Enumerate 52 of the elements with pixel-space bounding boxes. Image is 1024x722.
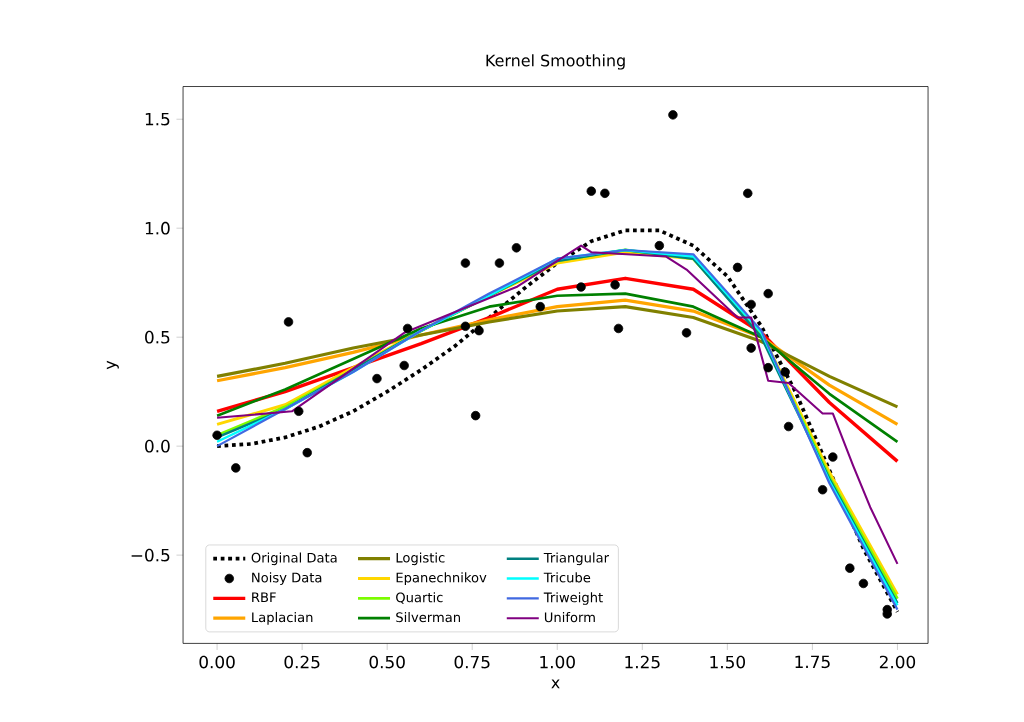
- point: [610, 279, 620, 290]
- point: [212, 430, 222, 440]
- point: [372, 373, 382, 384]
- point: [817, 484, 828, 495]
- y-tick-label: −0.5: [131, 548, 170, 562]
- x-tick-label: 0.75: [454, 655, 490, 669]
- x-tick-label: 1.75: [795, 655, 830, 669]
- point: [780, 367, 790, 377]
- point: [586, 186, 596, 196]
- point: [294, 406, 304, 416]
- y-tick-label: 0.0: [145, 439, 170, 453]
- point: [494, 258, 505, 268]
- point: [763, 362, 773, 373]
- point: [470, 410, 481, 421]
- y-tick-label: 1.5: [145, 112, 170, 126]
- x-tick-label: 0.00: [199, 655, 235, 669]
- point: [576, 282, 586, 292]
- point: [460, 321, 471, 331]
- y-tick-label: 1.0: [145, 221, 170, 235]
- point: [668, 109, 678, 120]
- x-tick-label: 2.00: [879, 655, 916, 669]
- point: [746, 299, 756, 309]
- x-tick-label: 1.25: [625, 655, 660, 669]
- point: [783, 421, 794, 432]
- point: [763, 288, 773, 299]
- point: [845, 563, 855, 573]
- y-tick-label: 0.5: [145, 330, 170, 344]
- point: [231, 463, 241, 473]
- point: [746, 343, 756, 353]
- line-series: [215, 298, 900, 426]
- point: [511, 242, 522, 253]
- x-tick-label: 1.00: [540, 655, 575, 669]
- point: [460, 258, 471, 268]
- point: [474, 325, 484, 336]
- point: [535, 301, 545, 312]
- line-series: [215, 304, 899, 409]
- point: [613, 323, 624, 333]
- point: [732, 262, 743, 272]
- point: [302, 447, 312, 458]
- point: [858, 578, 869, 588]
- point: [283, 317, 294, 327]
- point: [681, 327, 692, 338]
- point: [743, 188, 753, 198]
- point: [402, 323, 413, 333]
- point: [828, 452, 838, 462]
- x-tick-label: 0.50: [369, 655, 405, 669]
- x-tick-label: 1.50: [710, 655, 745, 669]
- line-series: [215, 276, 900, 463]
- point: [654, 240, 665, 251]
- x-tick-label: 0.25: [284, 655, 320, 669]
- point: [399, 360, 409, 371]
- point: [600, 188, 610, 198]
